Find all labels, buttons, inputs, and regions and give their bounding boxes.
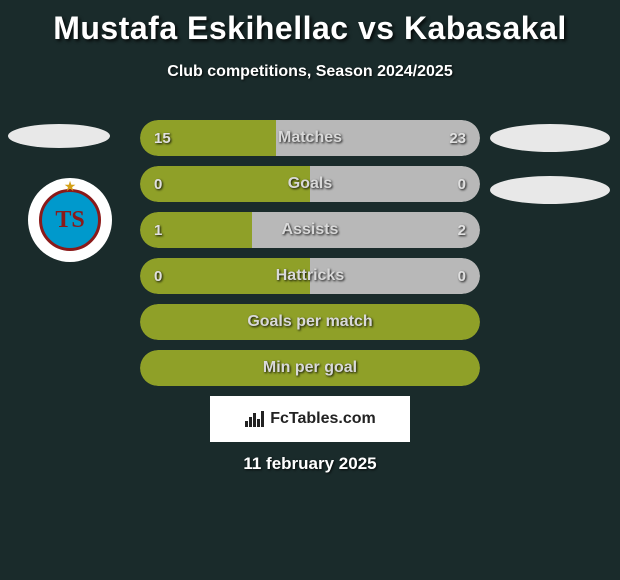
stat-row: Min per goal [140, 350, 480, 386]
stat-value-right: 2 [458, 212, 466, 248]
player-placeholder-oval [8, 124, 110, 148]
stat-row: Goals0 0 [140, 166, 480, 202]
stat-value-right: 0 [458, 258, 466, 294]
stat-value-right: 23 [449, 120, 466, 156]
brand-box: FcTables.com [210, 396, 410, 442]
stat-value-left: 0 [154, 258, 162, 294]
stat-value-left: 0 [154, 166, 162, 202]
stat-label: Hattricks [140, 258, 480, 294]
stat-value-right: 0 [458, 166, 466, 202]
club-crest-icon: TS [50, 200, 90, 240]
page-subtitle: Club competitions, Season 2024/2025 [0, 63, 620, 81]
brand-text: FcTables.com [270, 410, 376, 428]
brand-bars-icon [244, 409, 266, 429]
stat-row: Hattricks0 0 [140, 258, 480, 294]
stat-label: Matches [140, 120, 480, 156]
date-label: 11 february 2025 [0, 454, 620, 474]
club-badge-inner: ★ TS [39, 189, 101, 251]
stat-label: Goals per match [140, 304, 480, 340]
stat-label: Min per goal [140, 350, 480, 386]
club-badge: ★ TS [28, 178, 112, 262]
svg-text:TS: TS [55, 207, 84, 233]
player-placeholder-oval [490, 124, 610, 152]
star-icon: ★ [64, 178, 77, 195]
stats-rows: Matches1523Goals00Assists12Hattricks00Go… [140, 120, 480, 396]
page-title: Mustafa Eskihellac vs Kabasakal [0, 0, 620, 47]
stat-value-left: 1 [154, 212, 162, 248]
stat-row: Goals per match [140, 304, 480, 340]
stat-label: Goals [140, 166, 480, 202]
player-placeholder-oval [490, 176, 610, 204]
stat-value-left: 15 [154, 120, 171, 156]
stat-row: Matches15 23 [140, 120, 480, 156]
stat-label: Assists [140, 212, 480, 248]
stat-row: Assists1 2 [140, 212, 480, 248]
